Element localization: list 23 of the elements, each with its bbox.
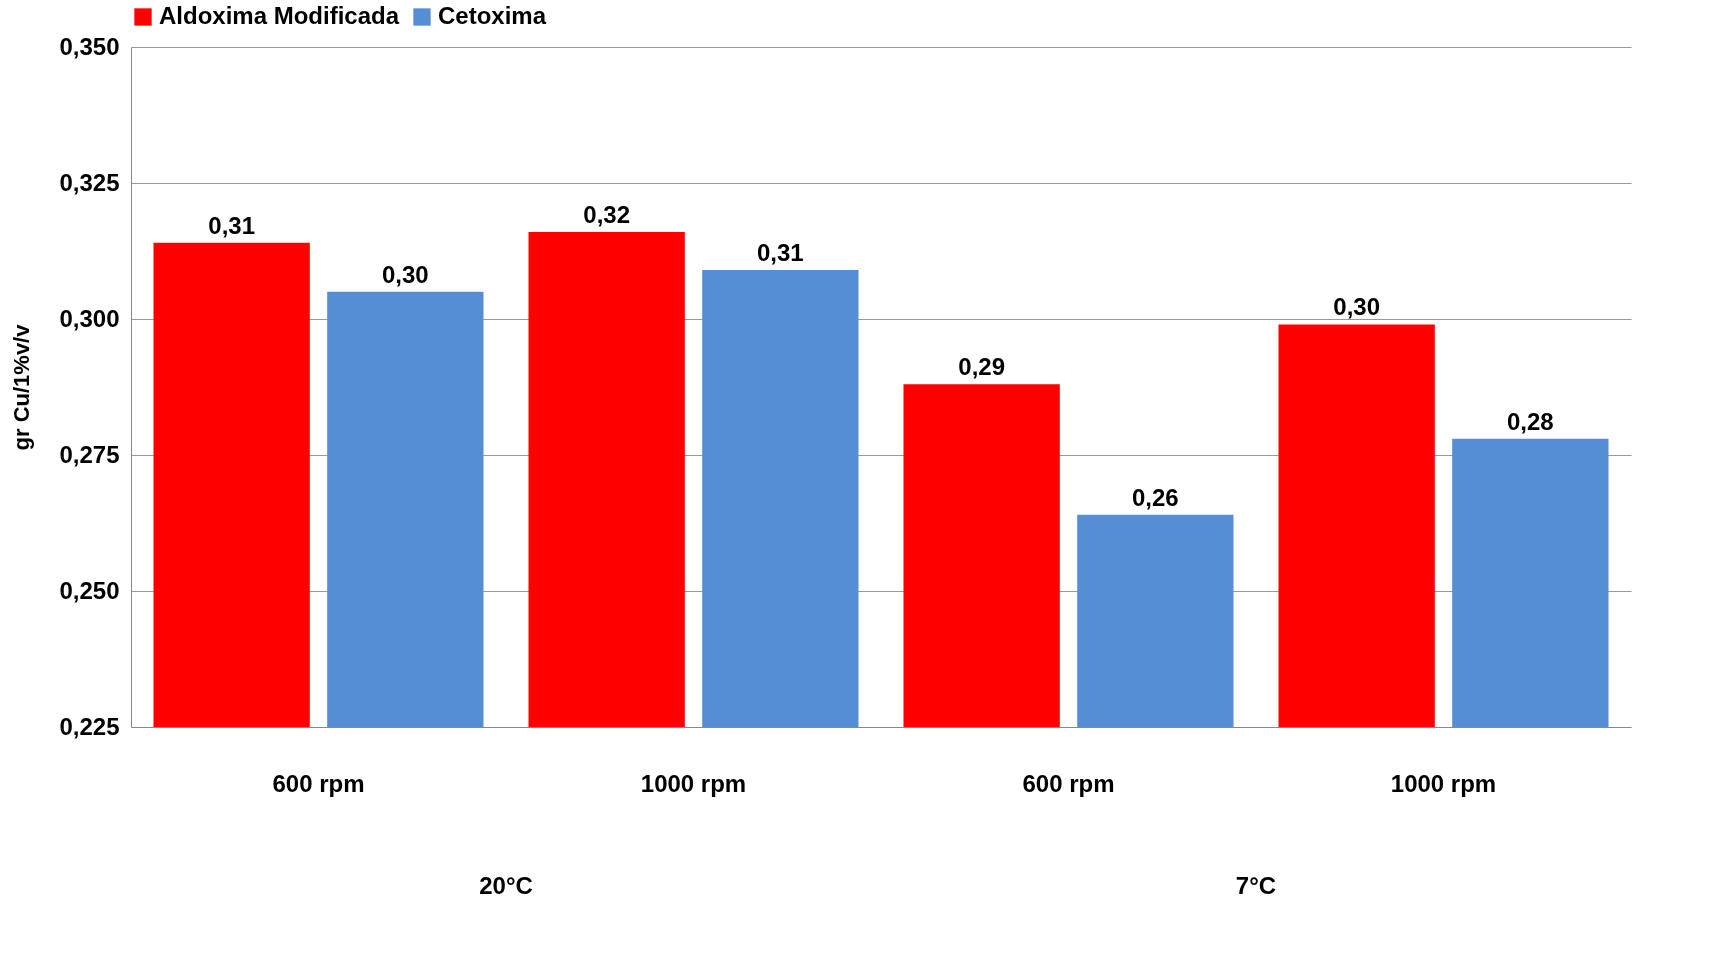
y-tick-label: 0,350 [59, 32, 120, 60]
y-tick-label: 0,225 [59, 712, 120, 740]
data-label: 0,26 [1131, 483, 1179, 511]
legend-label: Aldoxima Modificada [159, 2, 400, 29]
x-tick-label: 600 rpm [1022, 769, 1115, 797]
text: 20°C [479, 872, 533, 899]
y-tick-label: 0,325 [59, 168, 120, 196]
data-label: 0,28 [1506, 407, 1554, 435]
y-tick-label: 0,300 [59, 304, 120, 332]
data-label: 0,29 [958, 353, 1006, 381]
x-tick-label: 1000 rpm [1390, 769, 1497, 797]
y-tick-label: 0,275 [59, 440, 120, 468]
data-label: 0,32 [583, 200, 631, 228]
y-tick-label: 0,250 [59, 576, 120, 604]
text: 7°C [1235, 872, 1277, 899]
legend-label: Cetoxima [438, 2, 547, 29]
data-label: 0,31 [208, 211, 256, 239]
x-tick-label: 600 rpm [272, 769, 365, 797]
y-axis-title: gr Cu/1%v/v [9, 323, 35, 451]
data-label: 0,30 [381, 260, 429, 288]
x-tick-label: 1000 rpm [640, 769, 747, 797]
data-label: 0,31 [756, 239, 804, 267]
data-label: 0,30 [1333, 293, 1381, 321]
